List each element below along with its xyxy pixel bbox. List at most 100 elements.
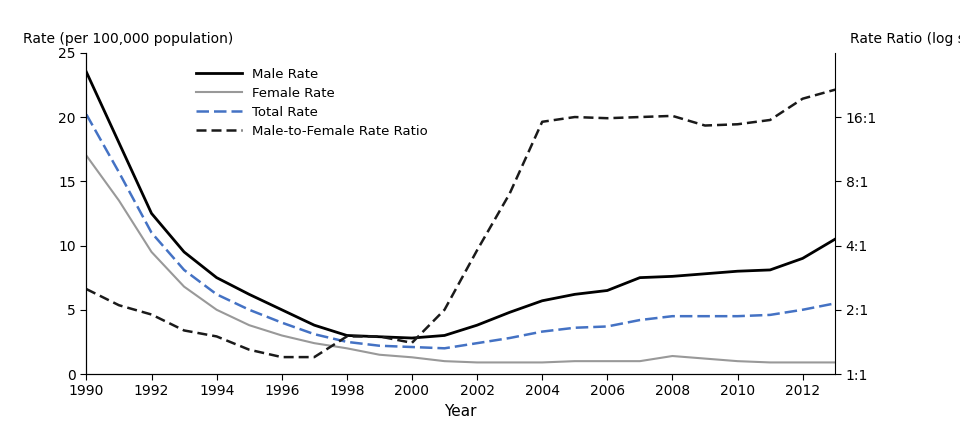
Female Rate xyxy=(439,359,450,364)
Total Rate xyxy=(244,307,255,312)
Line: Male-to-Female Rate Ratio: Male-to-Female Rate Ratio xyxy=(86,90,835,357)
Male-to-Female Rate Ratio xyxy=(373,334,385,339)
Total Rate xyxy=(797,307,808,312)
Female Rate xyxy=(699,356,710,361)
Male-to-Female Rate Ratio xyxy=(666,113,678,118)
Total Rate xyxy=(829,301,841,306)
Male Rate xyxy=(308,323,320,328)
Female Rate xyxy=(602,359,613,364)
Female Rate xyxy=(113,198,125,203)
Total Rate xyxy=(666,314,678,319)
Male Rate xyxy=(569,292,581,297)
Male Rate xyxy=(699,271,710,276)
Female Rate xyxy=(146,249,157,255)
Total Rate xyxy=(211,292,223,297)
Line: Total Rate: Total Rate xyxy=(86,114,835,348)
Total Rate xyxy=(341,339,352,345)
Male-to-Female Rate Ratio xyxy=(244,347,255,352)
Male-to-Female Rate Ratio xyxy=(699,123,710,128)
Total Rate xyxy=(504,335,516,341)
Total Rate xyxy=(699,314,710,319)
Female Rate xyxy=(732,359,743,364)
Male-to-Female Rate Ratio xyxy=(829,87,841,92)
Female Rate xyxy=(666,353,678,359)
Male Rate xyxy=(113,140,125,145)
Male-to-Female Rate Ratio xyxy=(276,355,287,360)
Female Rate xyxy=(471,360,483,365)
Total Rate xyxy=(179,267,190,272)
Male-to-Female Rate Ratio xyxy=(439,307,450,312)
Male Rate xyxy=(537,298,548,304)
Male Rate xyxy=(244,292,255,297)
Male Rate xyxy=(666,274,678,279)
Female Rate xyxy=(537,360,548,365)
Female Rate xyxy=(276,333,287,338)
Total Rate xyxy=(373,343,385,348)
Male Rate xyxy=(146,211,157,216)
Male Rate xyxy=(276,307,287,312)
Male Rate xyxy=(732,268,743,274)
Female Rate xyxy=(244,323,255,328)
Male-to-Female Rate Ratio xyxy=(537,119,548,125)
Male Rate xyxy=(439,333,450,338)
Male-to-Female Rate Ratio xyxy=(732,121,743,127)
Male-to-Female Rate Ratio xyxy=(113,303,125,308)
Total Rate xyxy=(276,320,287,325)
Male Rate xyxy=(341,333,352,338)
Male-to-Female Rate Ratio xyxy=(179,328,190,333)
Total Rate xyxy=(406,345,418,350)
Male Rate xyxy=(373,334,385,339)
Total Rate xyxy=(113,170,125,175)
Male-to-Female Rate Ratio xyxy=(308,355,320,360)
Line: Female Rate: Female Rate xyxy=(86,156,835,363)
Male-to-Female Rate Ratio xyxy=(81,286,92,292)
Male Rate xyxy=(602,288,613,293)
Male-to-Female Rate Ratio xyxy=(797,96,808,101)
Total Rate xyxy=(471,341,483,346)
Text: Rate (per 100,000 population): Rate (per 100,000 population) xyxy=(23,33,233,46)
Male Rate xyxy=(797,256,808,261)
Male Rate xyxy=(179,249,190,255)
Female Rate xyxy=(308,341,320,346)
Female Rate xyxy=(764,360,776,365)
Male Rate xyxy=(471,323,483,328)
Male-to-Female Rate Ratio xyxy=(341,334,352,339)
Total Rate xyxy=(81,112,92,117)
Male-to-Female Rate Ratio xyxy=(602,116,613,121)
Male Rate xyxy=(635,275,646,280)
Male Rate xyxy=(406,335,418,341)
Female Rate xyxy=(211,307,223,312)
Male-to-Female Rate Ratio xyxy=(211,334,223,339)
Line: Male Rate: Male Rate xyxy=(86,72,835,338)
Male Rate xyxy=(764,267,776,272)
Female Rate xyxy=(81,153,92,158)
Male Rate xyxy=(81,70,92,75)
Male-to-Female Rate Ratio xyxy=(569,114,581,120)
Male-to-Female Rate Ratio xyxy=(146,312,157,317)
Male Rate xyxy=(829,236,841,242)
Female Rate xyxy=(373,352,385,357)
Female Rate xyxy=(341,346,352,351)
Total Rate xyxy=(569,325,581,330)
Female Rate xyxy=(569,359,581,364)
Total Rate xyxy=(635,317,646,323)
Male-to-Female Rate Ratio xyxy=(635,114,646,120)
Total Rate xyxy=(439,346,450,351)
Total Rate xyxy=(732,314,743,319)
Female Rate xyxy=(504,360,516,365)
X-axis label: Year: Year xyxy=(444,404,477,419)
Male-to-Female Rate Ratio xyxy=(764,117,776,123)
Male-to-Female Rate Ratio xyxy=(504,191,516,196)
Female Rate xyxy=(829,360,841,365)
Text: Rate Ratio (log scale): Rate Ratio (log scale) xyxy=(851,33,960,46)
Total Rate xyxy=(764,312,776,318)
Male-to-Female Rate Ratio xyxy=(471,248,483,253)
Total Rate xyxy=(537,329,548,334)
Male-to-Female Rate Ratio xyxy=(406,340,418,345)
Female Rate xyxy=(406,355,418,360)
Male Rate xyxy=(211,275,223,280)
Total Rate xyxy=(602,324,613,329)
Female Rate xyxy=(179,284,190,289)
Female Rate xyxy=(635,359,646,364)
Male Rate xyxy=(504,310,516,315)
